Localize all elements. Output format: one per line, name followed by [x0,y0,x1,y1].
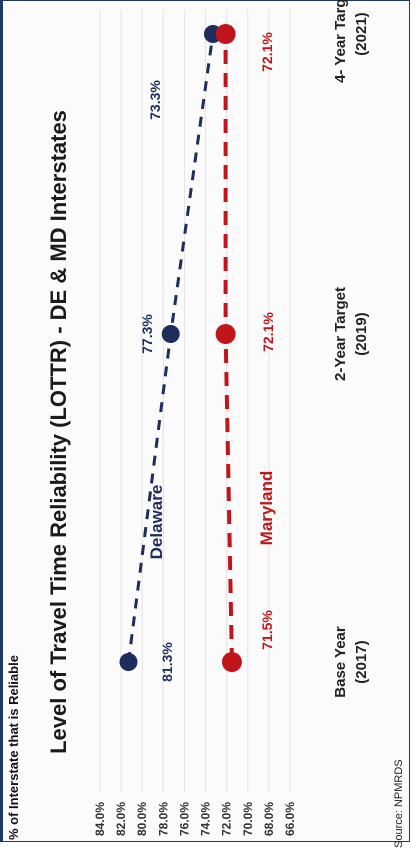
x-category-label: (2019) [353,312,370,355]
data-label: 73.3% [147,80,163,120]
y-tick-label: 80.0% [135,802,149,836]
y-tick-label: 72.0% [220,802,234,836]
data-label: 72.1% [259,32,275,72]
data-point [215,324,236,344]
x-category-label: 4- Year Target [332,0,349,83]
series-name-maryland: Maryland [257,471,276,546]
y-tick-label: 84.0% [93,802,107,836]
data-label: 72.1% [260,312,276,352]
data-label: 77.3% [139,314,155,354]
data-point [221,652,242,672]
x-category-label: (2017) [353,640,370,683]
data-point [119,653,138,671]
data-point [215,24,236,44]
y-tick-label: 66.0% [283,802,297,836]
y-tick-label: 82.0% [114,802,128,836]
y-tick-label: 70.0% [241,802,255,836]
x-category-label: Base Year [332,626,349,698]
y-tick-label: 74.0% [199,802,213,836]
x-category-label: (2021) [353,12,370,55]
data-point [161,325,180,343]
series-name-delaware: Delaware [147,485,166,560]
x-category-label: 2-Year Target [332,287,349,381]
data-label: 81.3% [159,642,175,682]
y-tick-label: 76.0% [177,802,191,836]
y-tick-label: 78.0% [156,802,170,836]
y-tick-label: 68.0% [262,802,276,836]
data-label: 71.5% [259,610,275,650]
chart-frame [0,0,410,842]
